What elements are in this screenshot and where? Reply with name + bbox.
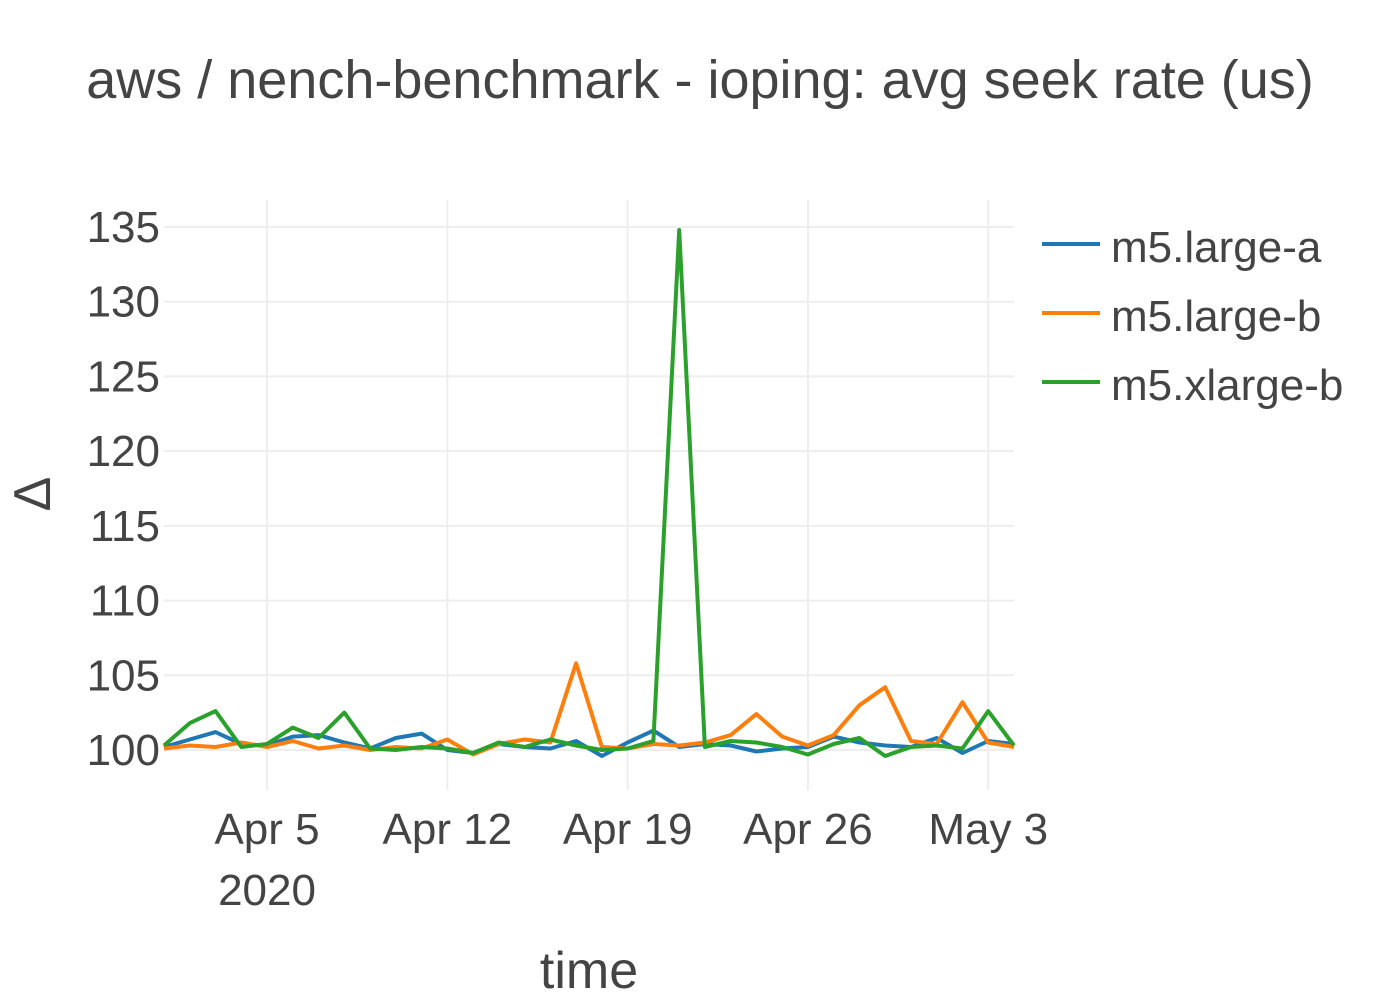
y-tick-label: 105 <box>87 651 160 700</box>
x-tick-label: Apr 12 <box>383 805 513 854</box>
y-axis-ticks: 100 105 110 115 120 125 130 135 <box>87 203 160 775</box>
legend-item-m5.large-b[interactable]: m5.large-b <box>1042 292 1321 341</box>
x-tick-label: May 3 <box>928 805 1048 854</box>
x-tick-sublabel: 2020 <box>218 866 316 915</box>
series-line-m5.large-b <box>163 661 1015 757</box>
legend-label: m5.large-a <box>1111 223 1322 272</box>
x-tick-label: Apr 5 <box>214 805 319 854</box>
x-axis-ticks: Apr 5 2020 Apr 12 Apr 19 Apr 26 May 3 <box>214 805 1048 915</box>
y-tick-label: 120 <box>87 427 160 476</box>
series-line-m5.xlarge-b <box>162 228 1016 758</box>
y-tick-label: 130 <box>87 278 160 327</box>
chart-title: aws / nench-benchmark - ioping: avg seek… <box>86 50 1314 110</box>
y-tick-label: 125 <box>87 352 160 401</box>
legend-item-m5.large-a[interactable]: m5.large-a <box>1042 223 1322 272</box>
y-tick-label: 100 <box>87 726 160 775</box>
y-axis-title: Δ <box>4 477 62 512</box>
legend-label: m5.xlarge-b <box>1111 361 1343 410</box>
y-tick-label: 115 <box>90 502 160 551</box>
x-axis-title: time <box>540 942 638 1000</box>
gridlines <box>164 200 1014 790</box>
legend-label: m5.large-b <box>1111 292 1321 341</box>
y-tick-label: 135 <box>87 203 160 252</box>
legend-item-m5.xlarge-b[interactable]: m5.xlarge-b <box>1042 361 1343 410</box>
legend[interactable]: m5.large-a m5.large-b m5.xlarge-b <box>1042 223 1343 410</box>
x-tick-label: Apr 26 <box>743 805 873 854</box>
plot-area <box>162 228 1016 758</box>
y-tick-label: 110 <box>90 577 160 626</box>
x-tick-label: Apr 19 <box>563 805 693 854</box>
